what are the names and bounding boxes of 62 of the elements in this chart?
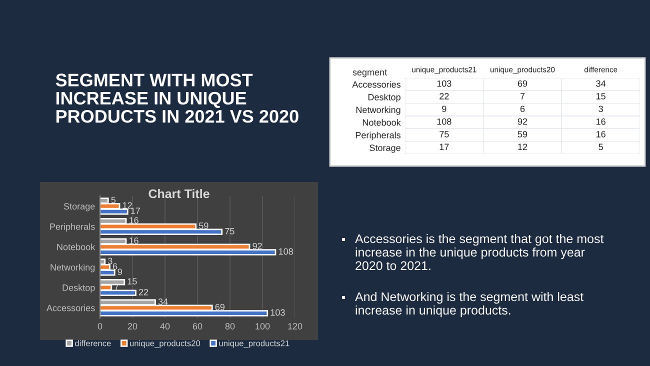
data-label: 108 [278,248,293,255]
data-label: 12 [518,144,528,150]
data-label: 16 [129,217,138,224]
data-label: 75 [225,228,234,234]
y-tick-label: Notebook [57,244,96,250]
data-label: 69 [215,304,225,310]
data-label: 16 [596,131,606,138]
data-label: 103 [437,80,452,87]
x-tick-label: 100 [256,323,270,330]
data-label: 9 [118,268,122,276]
y-axis-title: segment [352,70,387,78]
data-label: 103 [270,309,285,316]
data-label: 7 [520,93,525,100]
data-label: 5 [598,144,603,150]
data-label: 92 [252,242,262,250]
legend-label: unique_products20 [130,340,200,348]
y-tick-label: Networking [50,264,95,272]
text: And Networking is the segment with least increase in unique products. [355,292,584,318]
y-tick-label: Accessories [46,304,95,312]
data-label: 15 [596,93,606,100]
data-label: 6 [112,263,118,270]
data-label: 5 [111,196,116,204]
data-label: 69 [518,80,528,87]
data-label: 6 [520,106,525,112]
data-label: 12 [122,202,132,208]
y-tick-label: Peripherals [356,132,401,140]
y-tick-label: Storage [370,144,400,153]
data-label: 17 [440,144,449,150]
data-label: 22 [440,93,449,100]
y-tick-label: Storage [64,203,95,212]
x-tick-label: 0 [98,323,102,330]
y-tick-label: Peripherals [50,223,95,232]
data-label: 3 [598,106,603,112]
chart-title: SEGMENT WITH MOST INCREASE IN UNIQUE PRODUCTS IN 2021 VS 2020 [56,74,298,123]
x-tick-label: 80 [225,323,235,330]
data-label: 15 [128,278,137,284]
x-tick-label: 60 [192,323,202,330]
data-label: 34 [596,80,606,87]
data-label: 59 [518,131,528,138]
x-tick-label: 40 [160,323,170,330]
data-label: 16 [129,237,138,244]
y-tick-label: Desktop [62,284,95,293]
data-label: 75 [440,131,449,138]
data-label: 16 [596,118,606,125]
x-tick-label: 120 [288,323,302,330]
data-label: 17 [131,208,140,214]
data-label: 34 [158,298,168,305]
y-tick-label: Notebook [362,119,401,126]
text: Accessories is the segment that got the most increase in the unique products from year 2020 to 2021. [355,234,604,270]
data-label: 3 [108,258,112,264]
y-tick-label: Accessories [352,81,401,88]
legend-label: unique_products21 [219,340,290,348]
data-label: 22 [138,288,148,296]
x-tick-label: 20 [128,323,138,330]
data-label: 9 [442,106,446,112]
chart-subtitle: Chart Title [148,189,210,198]
y-tick-label: Desktop [368,94,400,102]
data-label: 59 [199,222,208,229]
data-label: 92 [518,118,528,125]
legend-label: difference [75,340,111,346]
data-label: 108 [437,118,452,125]
y-tick-label: Networking [356,106,400,115]
